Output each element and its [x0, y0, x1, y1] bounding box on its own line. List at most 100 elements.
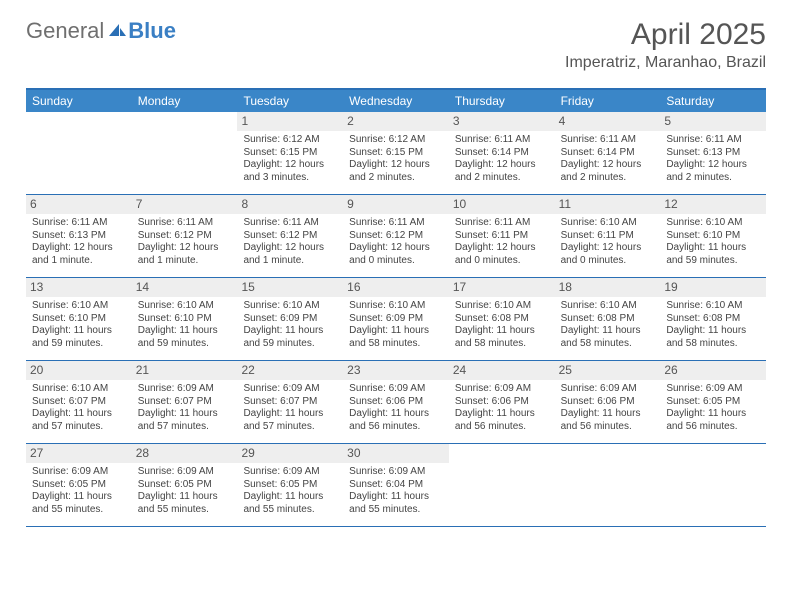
day-cell: 9 Sunrise: 6:11 AMSunset: 6:12 PMDaylight…	[343, 195, 449, 277]
day-number: 28	[132, 444, 238, 463]
day-cell: 5Sunrise: 6:11 AMSunset: 6:13 PMDaylight…	[660, 112, 766, 194]
daylight-text: Daylight: 12 hours and 1 minute.	[243, 242, 337, 267]
day-cell: 14Sunrise: 6:10 AMSunset: 6:10 PMDayligh…	[132, 278, 238, 360]
logo-sail-icon	[104, 18, 127, 44]
location-text: Imperatriz, Maranhao, Brazil	[565, 54, 766, 72]
day-number: 13	[26, 278, 132, 297]
day-cell: 29Sunrise: 6:09 AMSunset: 6:05 PMDayligh…	[237, 444, 343, 526]
day-detail: Sunrise: 6:10 AMSunset: 6:09 PMDaylight:…	[347, 300, 445, 350]
day-number: 3	[449, 112, 555, 131]
sunrise-text: Sunrise: 6:10 AM	[666, 217, 760, 230]
sunset-text: Sunset: 6:05 PM	[666, 396, 760, 409]
sunset-text: Sunset: 6:08 PM	[666, 313, 760, 326]
sunset-text: Sunset: 6:09 PM	[349, 313, 443, 326]
daylight-text: Daylight: 11 hours and 58 minutes.	[455, 325, 549, 350]
day-detail: Sunrise: 6:10 AMSunset: 6:08 PMDaylight:…	[664, 300, 762, 350]
day-cell: 16Sunrise: 6:10 AMSunset: 6:09 PMDayligh…	[343, 278, 449, 360]
daylight-text: Daylight: 11 hours and 55 minutes.	[349, 491, 443, 516]
daylight-text: Daylight: 12 hours and 2 minutes.	[561, 159, 655, 184]
day-number: 18	[555, 278, 661, 297]
day-header: Thursday	[449, 90, 555, 112]
day-number: 21	[132, 361, 238, 380]
day-detail: Sunrise: 6:11 AMSunset: 6:12 PMDaylight:…	[347, 217, 445, 267]
day-number: 27	[26, 444, 132, 463]
day-number: 17	[449, 278, 555, 297]
daylight-text: Daylight: 11 hours and 56 minutes.	[561, 408, 655, 433]
daylight-text: Daylight: 11 hours and 56 minutes.	[455, 408, 549, 433]
day-number: 22	[237, 361, 343, 380]
daylight-text: Daylight: 11 hours and 55 minutes.	[243, 491, 337, 516]
sunrise-text: Sunrise: 6:09 AM	[243, 383, 337, 396]
daylight-text: Daylight: 12 hours and 0 minutes.	[349, 242, 443, 267]
sunrise-text: Sunrise: 6:09 AM	[349, 466, 443, 479]
daylight-text: Daylight: 11 hours and 55 minutes.	[138, 491, 232, 516]
page-header: General Blue April 2025 Imperatriz, Mara…	[0, 0, 792, 80]
day-cell: 12Sunrise: 6:10 AMSunset: 6:10 PMDayligh…	[660, 195, 766, 277]
sunrise-text: Sunrise: 6:11 AM	[666, 134, 760, 147]
daylight-text: Daylight: 12 hours and 1 minute.	[138, 242, 232, 267]
sunrise-text: Sunrise: 6:10 AM	[349, 300, 443, 313]
sunset-text: Sunset: 6:10 PM	[666, 230, 760, 243]
day-header: Monday	[132, 90, 238, 112]
day-detail: Sunrise: 6:09 AMSunset: 6:07 PMDaylight:…	[136, 383, 234, 433]
day-number: 15	[237, 278, 343, 297]
day-cell: 28 Sunrise: 6:09 AMSunset: 6:05 PMDayligh…	[132, 444, 238, 526]
day-detail: Sunrise: 6:11 AMSunset: 6:13 PMDaylight:…	[664, 134, 762, 184]
sunrise-text: Sunrise: 6:10 AM	[455, 300, 549, 313]
day-cell: 4Sunrise: 6:11 AMSunset: 6:14 PMDaylight…	[555, 112, 661, 194]
daylight-text: Daylight: 11 hours and 57 minutes.	[138, 408, 232, 433]
day-detail: Sunrise: 6:09 AMSunset: 6:06 PMDaylight:…	[347, 383, 445, 433]
sunrise-text: Sunrise: 6:10 AM	[32, 300, 126, 313]
sunset-text: Sunset: 6:15 PM	[243, 147, 337, 160]
sunrise-text: Sunrise: 6:09 AM	[666, 383, 760, 396]
day-cell: 13Sunrise: 6:10 AMSunset: 6:10 PMDayligh…	[26, 278, 132, 360]
daylight-text: Daylight: 11 hours and 59 minutes.	[243, 325, 337, 350]
day-cell: 6Sunrise: 6:11 AMSunset: 6:13 PMDaylight…	[26, 195, 132, 277]
sunrise-text: Sunrise: 6:12 AM	[349, 134, 443, 147]
sunrise-text: Sunrise: 6:10 AM	[561, 217, 655, 230]
day-cell: .	[132, 112, 238, 194]
day-detail: Sunrise: 6:09 AMSunset: 6:05 PMDaylight:…	[30, 466, 128, 516]
day-number: 14	[132, 278, 238, 297]
sunrise-text: Sunrise: 6:11 AM	[138, 217, 232, 230]
sunrise-text: Sunrise: 6:10 AM	[666, 300, 760, 313]
month-title: April 2025	[565, 18, 766, 52]
day-cell: .	[555, 444, 661, 526]
daylight-text: Daylight: 11 hours and 56 minutes.	[666, 408, 760, 433]
sunset-text: Sunset: 6:05 PM	[32, 479, 126, 492]
logo: General Blue	[26, 18, 176, 44]
sunrise-text: Sunrise: 6:11 AM	[349, 217, 443, 230]
day-number: 7	[132, 195, 238, 214]
daylight-text: Daylight: 11 hours and 55 minutes.	[32, 491, 126, 516]
calendar: SundayMondayTuesdayWednesdayThursdayFrid…	[26, 88, 766, 527]
daylight-text: Daylight: 11 hours and 59 minutes.	[138, 325, 232, 350]
daylight-text: Daylight: 11 hours and 59 minutes.	[666, 242, 760, 267]
week-row: 27Sunrise: 6:09 AMSunset: 6:05 PMDayligh…	[26, 444, 766, 527]
day-detail: Sunrise: 6:10 AMSunset: 6:08 PMDaylight:…	[559, 300, 657, 350]
sunset-text: Sunset: 6:04 PM	[349, 479, 443, 492]
sunset-text: Sunset: 6:13 PM	[32, 230, 126, 243]
daylight-text: Daylight: 11 hours and 57 minutes.	[32, 408, 126, 433]
week-row: 13Sunrise: 6:10 AMSunset: 6:10 PMDayligh…	[26, 278, 766, 361]
daylight-text: Daylight: 11 hours and 59 minutes.	[32, 325, 126, 350]
title-block: April 2025 Imperatriz, Maranhao, Brazil	[565, 18, 766, 72]
sunrise-text: Sunrise: 6:09 AM	[32, 466, 126, 479]
day-detail: Sunrise: 6:10 AMSunset: 6:11 PMDaylight:…	[559, 217, 657, 267]
daylight-text: Daylight: 11 hours and 58 minutes.	[561, 325, 655, 350]
day-cell: 19Sunrise: 6:10 AMSunset: 6:08 PMDayligh…	[660, 278, 766, 360]
day-cell: 24Sunrise: 6:09 AMSunset: 6:06 PMDayligh…	[449, 361, 555, 443]
day-number: 29	[237, 444, 343, 463]
day-detail: Sunrise: 6:10 AMSunset: 6:07 PMDaylight:…	[30, 383, 128, 433]
week-row: 20Sunrise: 6:10 AMSunset: 6:07 PMDayligh…	[26, 361, 766, 444]
daylight-text: Daylight: 12 hours and 2 minutes.	[455, 159, 549, 184]
day-detail: Sunrise: 6:11 AMSunset: 6:12 PMDaylight:…	[136, 217, 234, 267]
daylight-text: Daylight: 11 hours and 56 minutes.	[349, 408, 443, 433]
sunset-text: Sunset: 6:12 PM	[243, 230, 337, 243]
day-number: 30	[343, 444, 449, 463]
day-cell: .	[660, 444, 766, 526]
sunrise-text: Sunrise: 6:12 AM	[243, 134, 337, 147]
day-detail: Sunrise: 6:09 AMSunset: 6:05 PMDaylight:…	[136, 466, 234, 516]
day-number: 9	[343, 195, 449, 214]
sunset-text: Sunset: 6:15 PM	[349, 147, 443, 160]
sunrise-text: Sunrise: 6:10 AM	[561, 300, 655, 313]
